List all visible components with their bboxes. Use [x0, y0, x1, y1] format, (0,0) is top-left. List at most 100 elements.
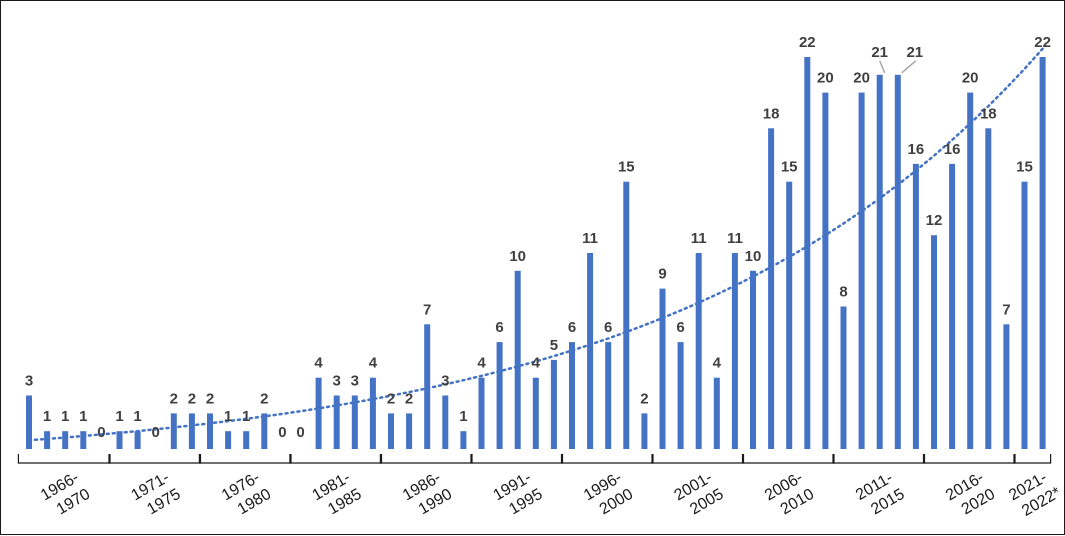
- bar: [496, 342, 503, 449]
- data-label: 15: [1016, 159, 1033, 176]
- data-label: 12: [926, 212, 943, 229]
- bar: [478, 377, 485, 449]
- data-label: 2: [206, 390, 214, 407]
- bar: [225, 431, 232, 449]
- category-label: 2016-2020: [943, 469, 998, 518]
- bar: [315, 377, 322, 449]
- bar: [695, 253, 702, 449]
- data-label: 20: [962, 70, 979, 87]
- category-label: 2006-2010: [762, 469, 817, 518]
- data-label: 15: [781, 159, 798, 176]
- data-label: 8: [839, 284, 847, 301]
- group-bracket: [560, 454, 654, 464]
- bar: [985, 128, 992, 450]
- data-label: 4: [369, 355, 378, 372]
- data-label: 7: [1002, 301, 1010, 318]
- bar: [514, 270, 521, 449]
- data-label: 0: [97, 424, 105, 441]
- data-label: 18: [763, 105, 780, 122]
- data-label: 10: [509, 248, 526, 265]
- group-bracket: [198, 454, 292, 464]
- group-bracket: [832, 454, 926, 464]
- data-label: 20: [853, 70, 870, 87]
- data-label: 2: [405, 390, 413, 407]
- bar: [26, 395, 32, 449]
- bar: [424, 324, 431, 449]
- bar: [641, 413, 648, 449]
- data-label: 3: [441, 373, 449, 390]
- bar: [406, 413, 413, 449]
- bar: [170, 413, 177, 449]
- trendline-layer: [27, 47, 1044, 442]
- bars-layer: [26, 57, 1046, 450]
- bar: [388, 413, 394, 449]
- trendline: [27, 47, 1044, 442]
- bar: [677, 342, 684, 449]
- data-label: 3: [25, 373, 33, 390]
- data-label: 3: [333, 373, 341, 390]
- data-label: 1: [43, 408, 51, 425]
- category-label: 2011-2015: [853, 469, 908, 518]
- bar: [840, 306, 847, 449]
- data-label: 1: [61, 408, 69, 425]
- data-label: 1: [133, 408, 141, 425]
- bar: [532, 377, 539, 449]
- category-label: 1976-1980: [219, 469, 274, 518]
- bar: [605, 342, 612, 449]
- data-label: 16: [908, 141, 925, 158]
- data-label: 21: [871, 44, 888, 61]
- data-label: 2: [188, 390, 196, 407]
- bar: [876, 74, 883, 450]
- group-bracket: [17, 454, 111, 464]
- data-label: 4: [314, 355, 323, 372]
- bar: [587, 253, 594, 449]
- bar: [243, 431, 250, 449]
- data-label: 2: [640, 390, 648, 407]
- data-label: 3: [351, 373, 359, 390]
- bar: [134, 431, 141, 449]
- bar: [731, 253, 738, 449]
- data-label: 11: [691, 230, 707, 247]
- data-label: 11: [582, 230, 598, 247]
- category-label: 2001-2005: [671, 469, 726, 518]
- data-label: 6: [604, 319, 612, 336]
- data-label: 15: [618, 159, 635, 176]
- bar: [713, 377, 720, 449]
- data-label: 21: [906, 44, 923, 61]
- data-label: 9: [658, 266, 666, 283]
- data-label: 0: [152, 424, 160, 441]
- bar: [858, 92, 865, 449]
- bar: [768, 128, 775, 450]
- category-label: 2021-2022*: [1006, 469, 1064, 520]
- bar: [442, 395, 449, 449]
- data-label: 18: [980, 105, 997, 122]
- bar: [261, 413, 268, 449]
- data-label: 0: [296, 424, 304, 441]
- category-label: 1986-1990: [400, 469, 455, 518]
- data-label: 1: [79, 408, 87, 425]
- data-label: 20: [817, 70, 834, 87]
- bar: [116, 431, 123, 449]
- group-bracket: [651, 454, 745, 464]
- category-label: 1981-1985: [309, 469, 364, 518]
- data-label: 1: [242, 408, 250, 425]
- group-bracket: [1013, 454, 1052, 464]
- bar: [931, 235, 937, 449]
- bar: [460, 431, 467, 449]
- bar: [912, 163, 919, 449]
- bar: [623, 181, 630, 449]
- bar: [550, 359, 557, 449]
- bar: [822, 92, 829, 449]
- category-label: 1996-2000: [581, 469, 636, 518]
- category-label: 1966-1970: [38, 469, 93, 518]
- bar: [569, 342, 575, 449]
- bar: [188, 413, 195, 449]
- bar: [1003, 324, 1010, 449]
- bar: [894, 74, 901, 450]
- data-label: 6: [495, 319, 503, 336]
- leader-line: [901, 60, 917, 74]
- data-label: 1: [459, 408, 467, 425]
- bar: [351, 395, 358, 449]
